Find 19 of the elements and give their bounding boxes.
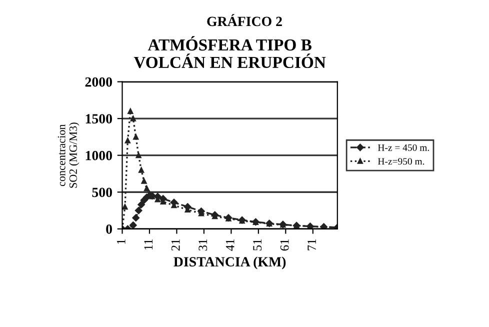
y-tick-label: 1000 bbox=[86, 150, 112, 160]
y-axis-title: concentracion SO2 (MG/M3) bbox=[58, 122, 80, 188]
x-tick-label: 31 bbox=[198, 239, 208, 251]
y-tick-label: 0 bbox=[106, 224, 112, 234]
x-tick-label: 51 bbox=[253, 239, 262, 250]
y-tick-label: 1500 bbox=[86, 114, 112, 124]
y-tick-label: 500 bbox=[92, 188, 112, 198]
text: GRÁFICO 2 bbox=[207, 14, 282, 26]
legend-label: H-z = 450 m. bbox=[378, 144, 429, 151]
legend-label: H-z=950 m. bbox=[378, 158, 424, 165]
x-tick-label: 21 bbox=[171, 239, 180, 251]
x-tick-label: 1 bbox=[117, 239, 126, 244]
x-tick-label: 41 bbox=[226, 239, 234, 251]
chart-title: ATMÓSFERA TIPO B VOLCÁN EN ERUPCIÓN bbox=[134, 36, 326, 68]
x-tick-label: 11 bbox=[144, 239, 152, 250]
x-axis-title: DISTANCIA (KM) bbox=[174, 256, 286, 270]
x-tick-label: 71 bbox=[308, 239, 316, 250]
x-tick-label: 61 bbox=[280, 239, 289, 251]
y-tick-label: 2000 bbox=[85, 77, 112, 87]
